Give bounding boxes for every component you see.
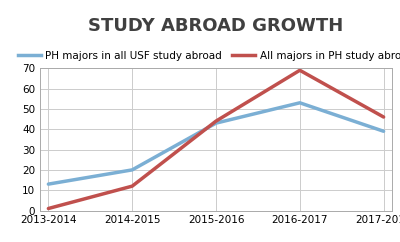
PH majors in all USF study abroad xyxy=(381,130,386,133)
Legend: PH majors in all USF study abroad, All majors in PH study abroad: PH majors in all USF study abroad, All m… xyxy=(15,48,400,64)
All majors in PH study abroad xyxy=(381,116,386,119)
PH majors in all USF study abroad xyxy=(46,183,51,186)
All majors in PH study abroad xyxy=(298,69,302,72)
All majors in PH study abroad xyxy=(130,185,134,188)
PH majors in all USF study abroad xyxy=(298,101,302,104)
PH majors in all USF study abroad xyxy=(130,168,134,171)
PH majors in all USF study abroad xyxy=(214,122,218,125)
All majors in PH study abroad xyxy=(214,120,218,122)
Line: PH majors in all USF study abroad: PH majors in all USF study abroad xyxy=(48,103,384,184)
All majors in PH study abroad xyxy=(46,207,51,210)
Line: All majors in PH study abroad: All majors in PH study abroad xyxy=(48,70,384,209)
Text: STUDY ABROAD GROWTH: STUDY ABROAD GROWTH xyxy=(88,16,344,35)
